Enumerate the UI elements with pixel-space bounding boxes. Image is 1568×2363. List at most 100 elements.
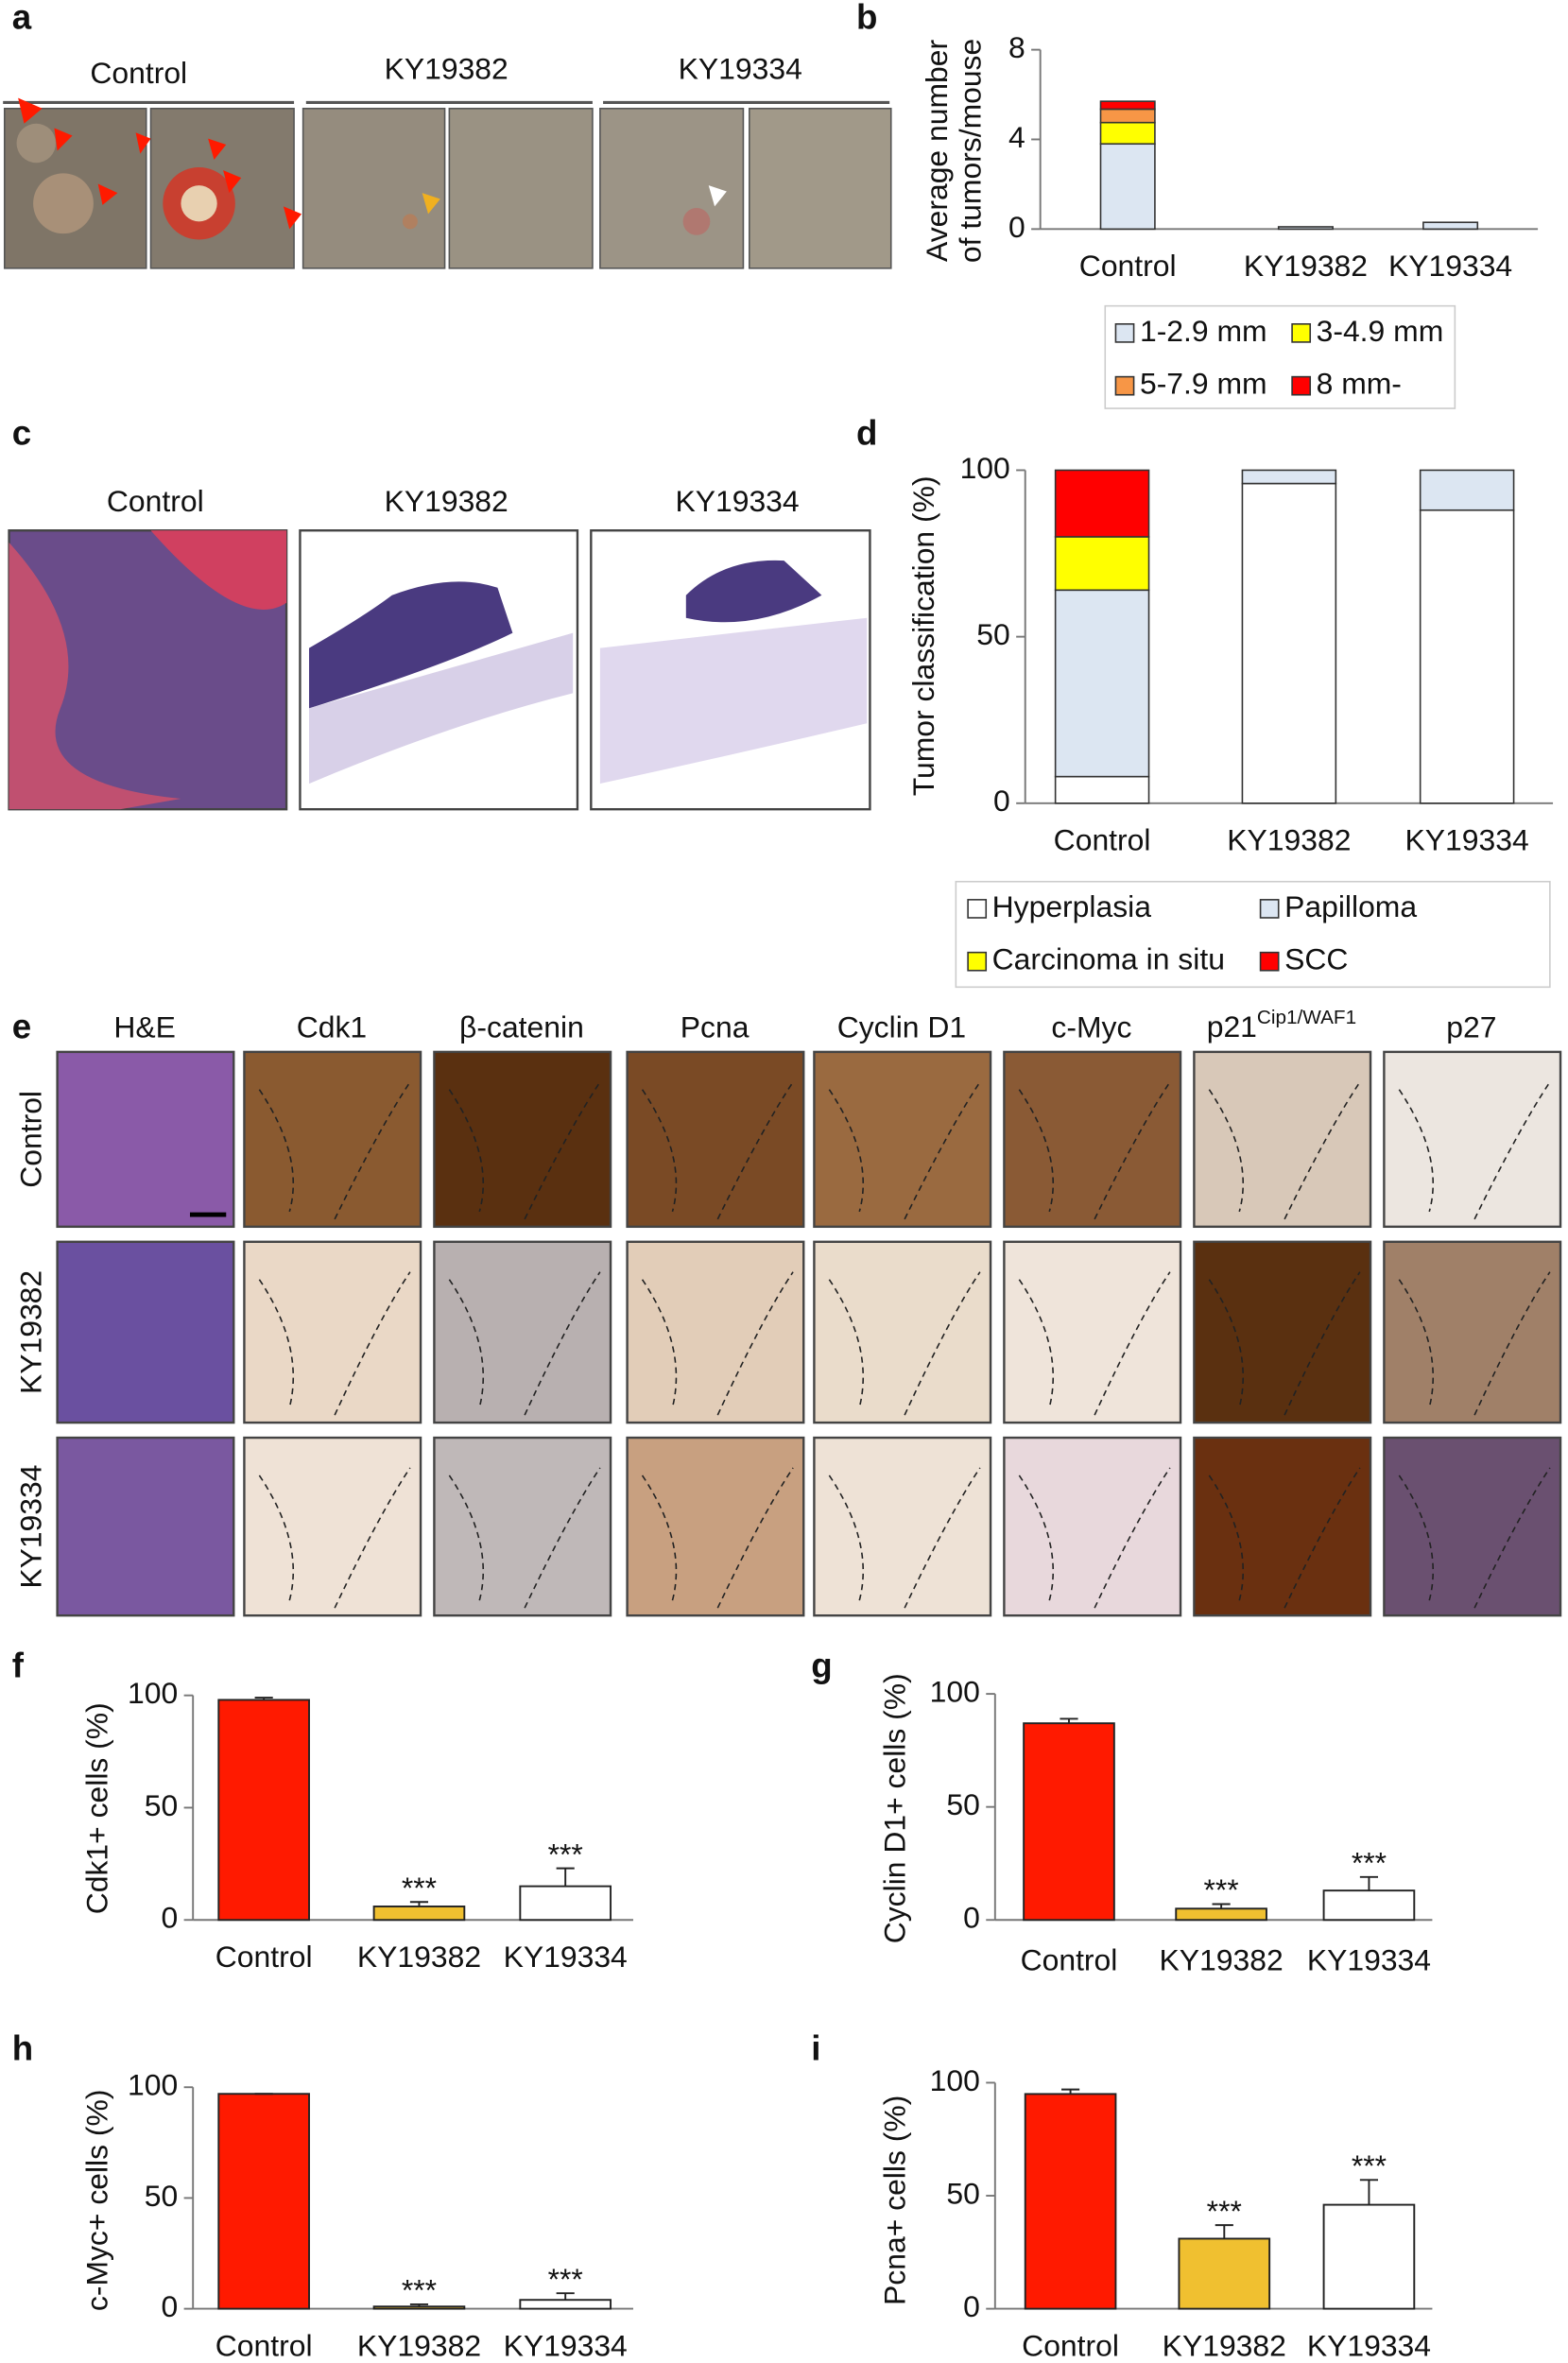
panel-letter: g (811, 1647, 832, 1685)
y-tick-label: 50 (976, 617, 1009, 651)
ihc-image (813, 1436, 992, 1617)
ihc-grid: H&E Cdk1 β-catenin Pcna Cyclin D1 c-Myc p21Cip… (14, 1007, 1562, 1617)
tumor-outline (1398, 1081, 1551, 1220)
panel-letter: f (12, 1647, 25, 1685)
ihc-image (56, 1436, 235, 1617)
legend-swatch (1114, 375, 1135, 396)
y-tick-label: 100 (960, 451, 1010, 485)
tumor-outline (258, 1271, 411, 1416)
ihc-image (813, 1240, 992, 1424)
ihc-image (243, 1050, 422, 1229)
bar (217, 1699, 310, 1922)
y-tick-label: 0 (993, 784, 1010, 818)
bar (519, 2299, 612, 2310)
group-label: KY19334 (679, 51, 802, 85)
bar (519, 1885, 612, 1922)
legend-box (955, 880, 1551, 989)
bar-segment (1054, 536, 1150, 592)
bar (1322, 1889, 1416, 1922)
y-tick-label: 50 (946, 1787, 979, 1821)
bar (217, 2093, 310, 2310)
bar-segment (1099, 121, 1156, 146)
y-tick-label: 50 (145, 2179, 178, 2213)
group-label: KY19382 (385, 51, 508, 85)
legend-label: 1-2.9 mm (1140, 314, 1267, 348)
ihc-image (1193, 1240, 1372, 1424)
group-label: Control (107, 484, 204, 518)
panel-letter: d (856, 413, 877, 452)
tumor-outline (1398, 1467, 1551, 1609)
tumor-outline (1208, 1271, 1361, 1416)
y-axis-label: Tumor classification (%) (906, 475, 940, 796)
y-axis-label: Average number (920, 40, 954, 262)
x-tick-label: Control (1079, 249, 1177, 283)
x-tick-label: KY19382 (1160, 1942, 1284, 1976)
y-tick-label: 0 (963, 2289, 980, 2323)
legend-label: Hyperplasia (992, 889, 1152, 923)
legend-label: Papilloma (1284, 889, 1417, 923)
legend-label: 5-7.9 mm (1140, 367, 1267, 401)
panel-letter: h (12, 2029, 33, 2068)
ihc-image (1383, 1436, 1562, 1617)
bar-segment (1099, 108, 1156, 124)
tumor-outline (1018, 1467, 1171, 1609)
ihc-image (56, 1240, 235, 1424)
y-tick-label: 0 (161, 1901, 178, 1935)
y-tick-label: 4 (1008, 120, 1025, 154)
legend-label: Carcinoma in situ (992, 942, 1225, 976)
y-axis-label: Cdk1+ cells (%) (80, 1702, 114, 1914)
chart: i Pcna+ cells (%) 0 50 100 Control KY19382 KY19… (811, 2029, 1433, 2362)
column-label: H&E (113, 1009, 176, 1044)
bar-segment (1241, 482, 1337, 804)
legend-label: 3-4.9 mm (1317, 314, 1444, 348)
bar-segment (1099, 100, 1156, 111)
ihc-image (433, 1436, 612, 1617)
significance-label: *** (548, 2262, 583, 2296)
x-tick-label: Control (1022, 2328, 1119, 2362)
x-tick-label: Control (1054, 823, 1151, 857)
bar-segment (1419, 509, 1515, 804)
significance-label: *** (1207, 2194, 1242, 2228)
legend-box (1104, 304, 1456, 409)
y-tick-label: 50 (145, 1788, 178, 1822)
chart: b Average number of tumors/mouse 0 4 8 Control… (856, 0, 1539, 409)
bar-segment (1422, 221, 1479, 231)
label-superscript: Cip1/WAF1 (1257, 1007, 1356, 1028)
ihc-image (243, 1436, 422, 1617)
tumor-outline (828, 1271, 981, 1416)
bar (372, 2305, 466, 2310)
y-tick-label: 100 (128, 1676, 178, 1710)
panel-letter: c (12, 413, 31, 452)
legend-swatch (1291, 322, 1312, 343)
y-tick-label: 100 (930, 1675, 980, 1709)
y-axis-label: c-Myc+ cells (%) (80, 2090, 114, 2312)
ihc-image (1003, 1240, 1182, 1424)
tumor-outline (641, 1081, 794, 1220)
chart: g Cyclin D1+ cells (%) 0 50 100 Control KY1938… (811, 1647, 1433, 1976)
x-tick-label: KY19334 (504, 1940, 628, 1974)
tumor-outline (448, 1271, 601, 1416)
y-tick-label: 0 (963, 1901, 980, 1935)
legend-label: 8 mm- (1317, 367, 1402, 401)
group-label: KY19334 (675, 484, 799, 518)
significance-label: *** (402, 1871, 437, 1905)
x-tick-label: KY19334 (1307, 1942, 1431, 1976)
ihc-image (56, 1050, 235, 1229)
legend-swatch (1259, 951, 1280, 972)
significance-label: *** (1352, 1845, 1387, 1879)
bar (1322, 2203, 1416, 2310)
ihc-image (626, 1436, 805, 1617)
x-tick-label: KY19334 (504, 2328, 628, 2362)
x-tick-label: KY19382 (1244, 249, 1368, 283)
column-label: p21Cip1/WAF1 (1207, 1007, 1356, 1044)
y-tick-label: 0 (1008, 210, 1025, 244)
bar-segment (1277, 226, 1334, 231)
column-label: Cyclin D1 (837, 1009, 966, 1044)
significance-label: *** (548, 1837, 583, 1871)
y-axis-label: Cyclin D1+ cells (%) (878, 1673, 912, 1943)
row-label: KY19382 (14, 1270, 48, 1394)
x-tick-label: KY19382 (1163, 2328, 1286, 2362)
ihc-image (243, 1240, 422, 1424)
column-label: β-catenin (459, 1009, 584, 1044)
tumor-outline (1208, 1467, 1361, 1609)
